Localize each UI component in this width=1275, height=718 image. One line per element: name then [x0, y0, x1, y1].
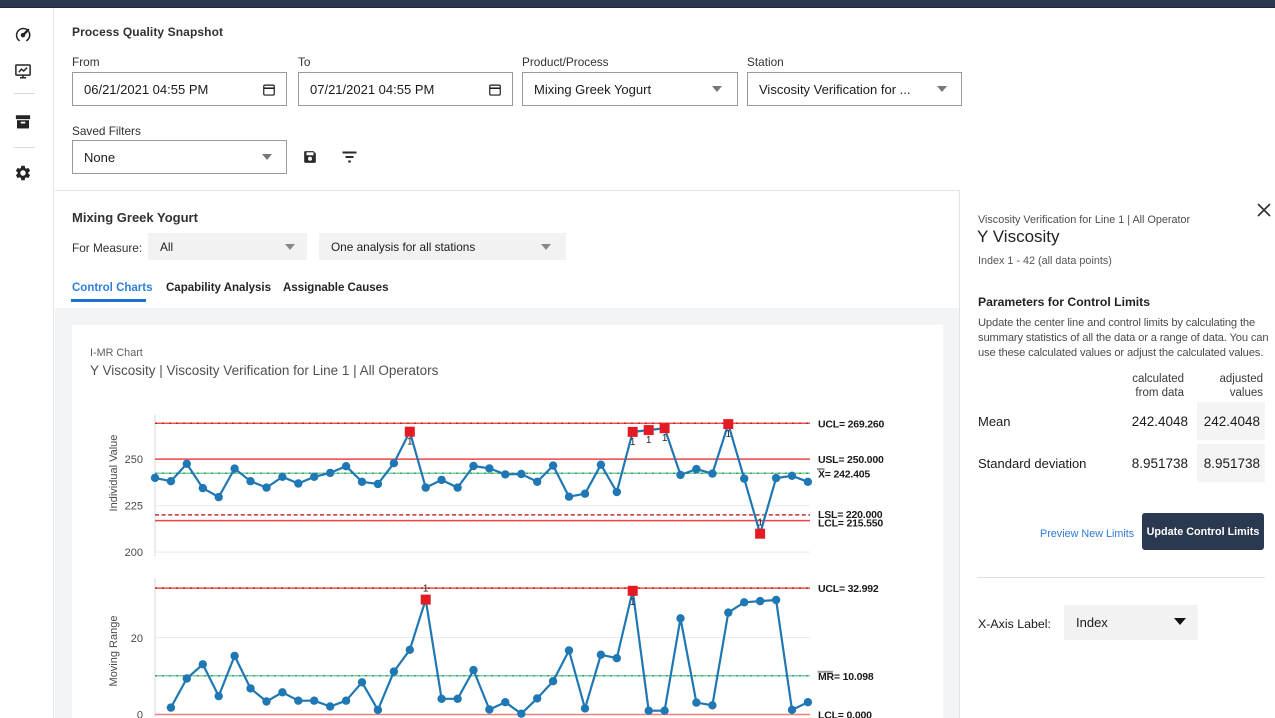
svg-text:1: 1 [423, 584, 429, 595]
svg-text:LCL= 215.550: LCL= 215.550 [818, 518, 883, 530]
svg-text:Individual Value: Individual Value [108, 435, 120, 512]
svg-text:UCL= 269.260: UCL= 269.260 [818, 418, 885, 430]
svg-text:1: 1 [726, 429, 732, 440]
svg-text:LCL= 0.000: LCL= 0.000 [818, 710, 872, 718]
svg-text:20: 20 [131, 633, 143, 645]
svg-text:MR= 10.098: MR= 10.098 [818, 671, 874, 683]
svg-text:UCL= 32.992: UCL= 32.992 [818, 583, 879, 595]
svg-text:225: 225 [125, 501, 143, 513]
svg-text:0: 0 [137, 710, 143, 718]
svg-text:1: 1 [407, 437, 413, 448]
svg-text:250: 250 [125, 454, 143, 466]
svg-text:1: 1 [662, 433, 668, 444]
svg-text:200: 200 [125, 547, 143, 559]
svg-text:1: 1 [630, 597, 636, 608]
svg-text:1: 1 [646, 435, 652, 446]
svg-text:1: 1 [757, 518, 763, 529]
svg-text:1: 1 [630, 437, 636, 448]
svg-text:LSL= 220.000: LSL= 220.000 [818, 509, 883, 521]
svg-text:Moving Range: Moving Range [108, 616, 120, 687]
svg-text:X= 242.405: X= 242.405 [818, 469, 870, 481]
svg-text:USL= 250.000: USL= 250.000 [818, 454, 884, 466]
